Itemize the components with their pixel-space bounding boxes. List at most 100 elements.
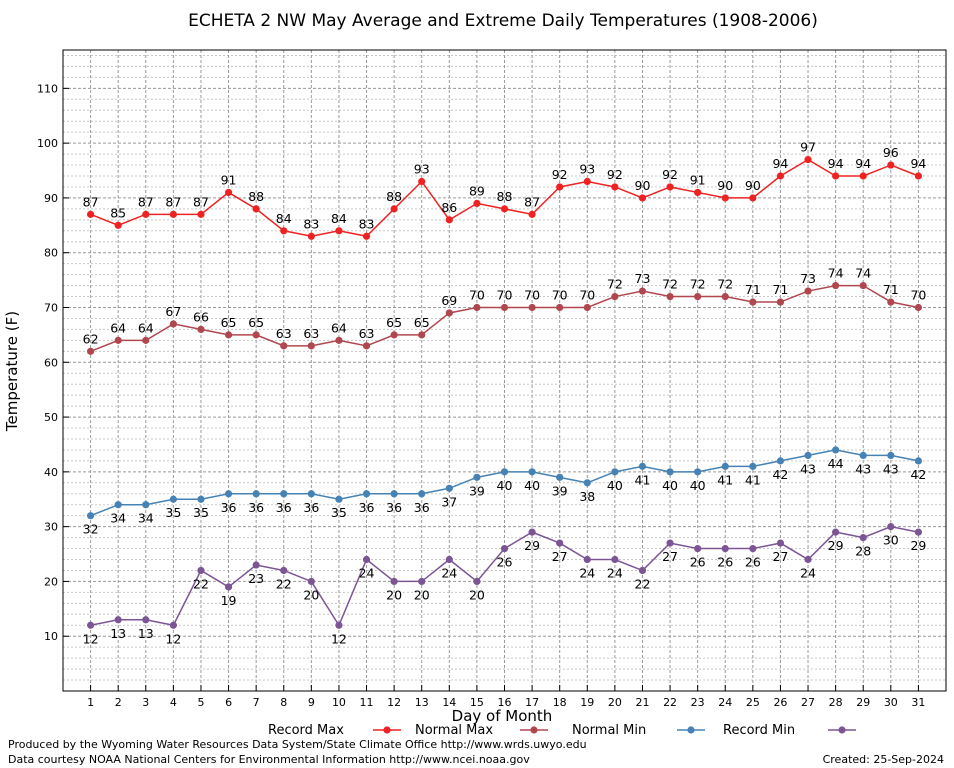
x-tick-label: 1: [87, 696, 94, 709]
data-label: 26: [717, 555, 733, 570]
data-point: [473, 303, 481, 312]
data-label: 86: [441, 200, 457, 215]
data-label: 90: [717, 178, 733, 193]
data-label: 64: [331, 320, 347, 335]
data-point: [252, 561, 260, 569]
data-point: [362, 490, 371, 498]
data-label: 70: [579, 287, 595, 302]
data-label: 36: [303, 500, 319, 515]
data-label: 32: [83, 522, 99, 537]
y-tick-label: 110: [37, 82, 58, 95]
data-label: 36: [248, 500, 264, 515]
y-tick-label: 70: [44, 301, 58, 314]
data-point: [252, 331, 260, 339]
data-label: 71: [883, 282, 899, 297]
data-label: 83: [359, 216, 375, 231]
data-label: 64: [138, 320, 154, 335]
data-point: [721, 292, 729, 301]
data-point: [169, 495, 177, 503]
data-label: 72: [607, 277, 623, 292]
x-tick-label: 26: [773, 696, 787, 709]
data-point: [197, 495, 205, 503]
data-label: 88: [248, 189, 264, 204]
data-point: [142, 501, 150, 509]
data-label: 62: [83, 331, 99, 346]
legend-item: Normal Min: [572, 723, 705, 738]
data-point: [832, 528, 840, 536]
x-tick-label: 11: [360, 696, 374, 709]
data-point: [887, 523, 895, 531]
footer-data-courtesy: Data courtesy NOAA National Centers for …: [8, 753, 530, 766]
data-label: 72: [690, 277, 706, 292]
data-point: [694, 188, 702, 197]
x-tick-label: 15: [470, 696, 484, 709]
x-tick-label: 30: [884, 696, 898, 709]
data-label: 88: [386, 189, 402, 204]
data-point: [390, 577, 398, 586]
series-record-max: 87 85 87 87 87 91 88 84 83 84 83 88 93 86 89 88 87 92 93 92…: [83, 140, 926, 240]
data-point: [197, 325, 205, 334]
data-label: 69: [441, 293, 457, 308]
data-point: [749, 544, 757, 553]
data-label: 94: [772, 156, 788, 171]
data-label: 23: [248, 571, 264, 586]
data-point: [694, 292, 702, 301]
data-label: 73: [635, 271, 651, 286]
data-label: 71: [772, 282, 788, 297]
data-label: 64: [110, 320, 126, 335]
data-label: 40: [662, 478, 678, 493]
data-point: [280, 227, 288, 235]
data-point: [556, 303, 564, 312]
data-label: 67: [165, 304, 181, 319]
data-label: 94: [910, 156, 926, 171]
x-tick-label: 21: [635, 696, 649, 709]
data-label: 20: [469, 587, 485, 602]
data-label: 30: [883, 533, 899, 548]
y-tick-label: 60: [44, 356, 58, 369]
data-label: 44: [828, 456, 844, 471]
data-point: [224, 583, 233, 591]
data-label: 96: [883, 145, 899, 160]
data-label: 29: [524, 538, 540, 553]
data-label: 74: [855, 266, 871, 281]
x-tick-label: 28: [829, 696, 843, 709]
data-point: [804, 555, 812, 564]
data-label: 39: [469, 483, 485, 498]
data-label: 26: [745, 555, 761, 570]
x-tick-label: 7: [253, 696, 260, 709]
legend-label: Record Min: [723, 723, 795, 738]
data-label: 91: [221, 172, 237, 187]
data-label: 92: [662, 167, 678, 182]
data-point: [914, 303, 923, 312]
data-label: 20: [386, 587, 402, 602]
data-label: 35: [193, 505, 209, 520]
data-point: [721, 194, 729, 202]
x-tick-label: 25: [746, 696, 760, 709]
data-label: 24: [607, 566, 623, 581]
data-point: [114, 616, 122, 624]
data-label: 26: [497, 555, 513, 570]
data-label: 28: [855, 544, 871, 559]
data-point: [500, 303, 509, 312]
data-label: 83: [303, 216, 319, 231]
data-label: 35: [165, 505, 181, 520]
data-point: [914, 457, 923, 465]
data-label: 70: [552, 287, 568, 302]
data-label: 41: [635, 472, 651, 487]
data-point: [556, 473, 564, 481]
x-tick-label: 24: [718, 696, 732, 709]
x-tick-label: 9: [308, 696, 315, 709]
data-label: 90: [745, 178, 761, 193]
data-point: [418, 177, 426, 186]
data-point: [169, 210, 177, 218]
data-label: 92: [607, 167, 623, 182]
data-point: [611, 183, 619, 191]
data-label: 38: [579, 489, 595, 504]
chart-title: ECHETA 2 NW May Average and Extreme Dail…: [188, 11, 818, 31]
series-normal-min: 32 34 34 35 35 36 36 36 36 35 36 36 36 37 39 40 40 39 38 40…: [83, 446, 926, 537]
data-point: [776, 457, 785, 465]
data-point: [169, 320, 177, 328]
x-tick-label: 18: [553, 696, 567, 709]
data-label: 71: [745, 282, 761, 297]
data-label: 42: [772, 467, 788, 482]
